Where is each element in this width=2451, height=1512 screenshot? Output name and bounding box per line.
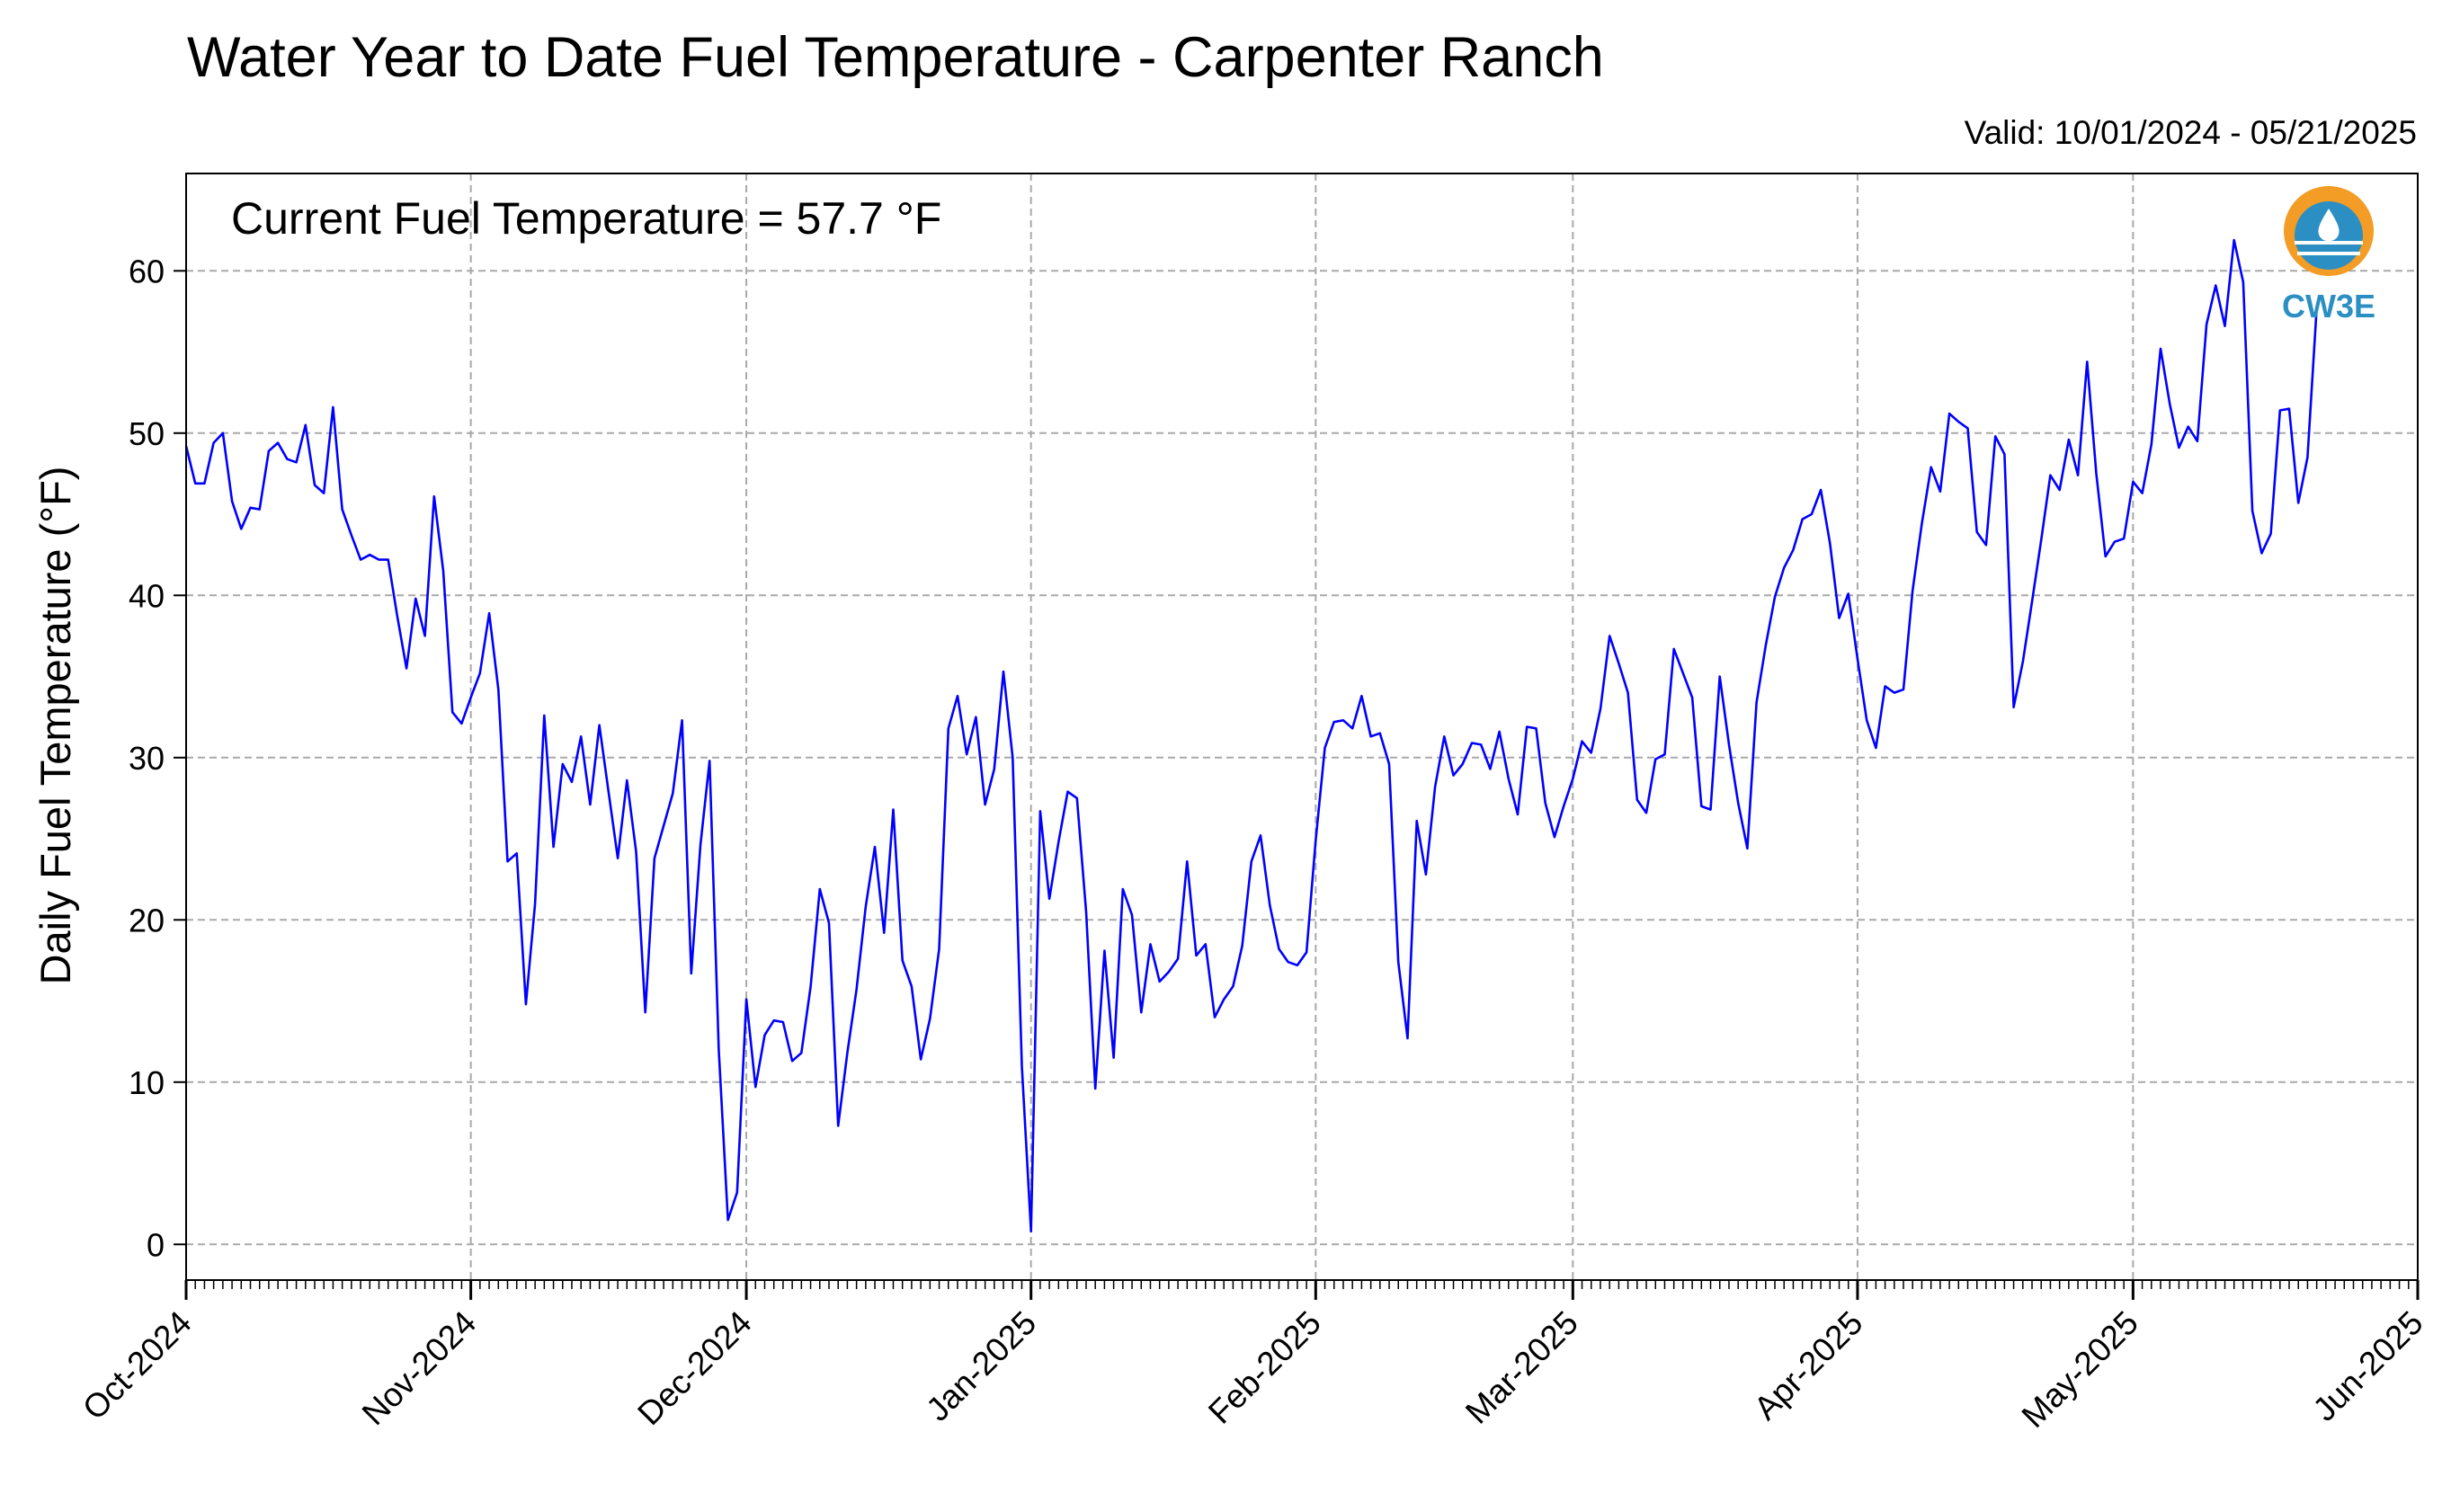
y-tick-label: 60 (129, 253, 165, 289)
valid-date-range: Valid: 10/01/2024 - 05/21/2025 (1965, 114, 2417, 151)
y-tick-label: 50 (129, 415, 165, 452)
gridlines (186, 173, 2418, 1280)
current-temperature-annotation: Current Fuel Temperature = 57.7 °F (231, 193, 941, 244)
y-axis-label: Daily Fuel Temperature (°F) (31, 467, 79, 985)
y-tick-label: 20 (129, 902, 165, 938)
logo-text: CW3E (2282, 288, 2375, 325)
water-drop-icon (2318, 209, 2340, 242)
series-layer (184, 238, 2318, 1233)
y-tick-label: 30 (129, 740, 165, 777)
y-tick-label: 0 (147, 1226, 165, 1263)
x-minor-ticks (185, 1280, 2419, 1289)
logo-wave-line (2295, 241, 2363, 245)
fuel-temperature-line (184, 238, 2318, 1233)
chart-title: Water Year to Date Fuel Temperature - Ca… (187, 26, 1604, 89)
y-tick-label: 40 (129, 577, 165, 614)
y-tick-label: 10 (129, 1064, 165, 1101)
plot-frame (185, 173, 2419, 1281)
y-axis: 0 10 20 30 40 50 60 (129, 253, 186, 1263)
logo-wave-line (2297, 252, 2360, 255)
cw3e-logo: CW3E (2282, 186, 2375, 325)
